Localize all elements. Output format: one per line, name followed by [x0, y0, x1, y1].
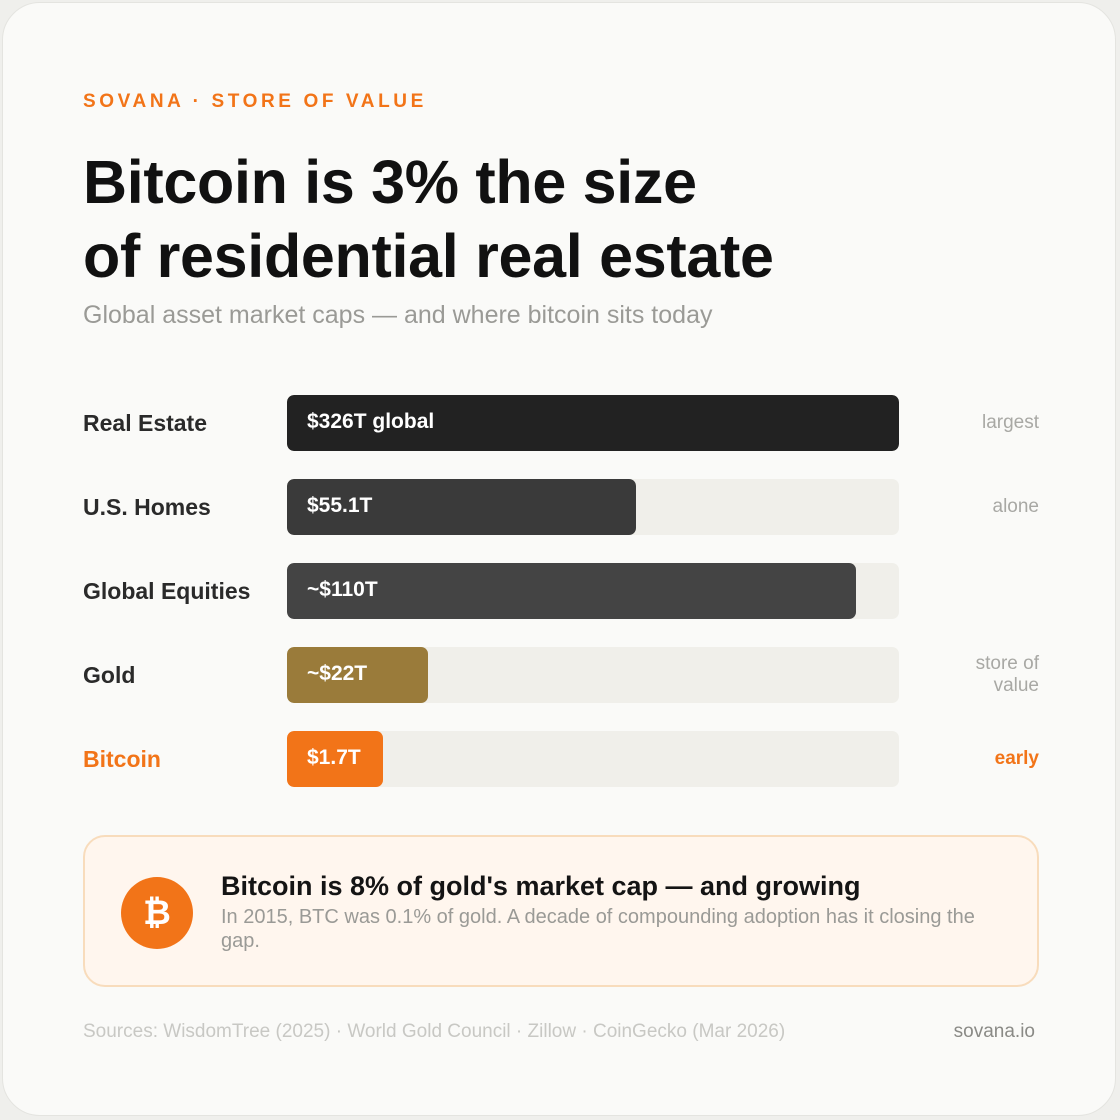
bar-row: Gold ~$22T store of value	[83, 647, 1039, 703]
bar-track: ~$110T	[287, 563, 899, 619]
category-label: Real Estate	[83, 410, 208, 436]
bar-row: U.S. Homes $55.1T alone	[83, 479, 1039, 535]
category-label: Gold	[83, 662, 136, 688]
category-label: Bitcoin	[83, 746, 161, 772]
bitcoin-icon: ₿	[121, 877, 193, 949]
category-label: U.S. Homes	[83, 494, 211, 520]
bar: ~$22T	[287, 647, 428, 703]
market-cap-bar-chart: Real Estate $326T global largest U.S. Homes…	[83, 395, 1039, 815]
callout-body: In 2015, BTC was 0.1% of gold. A decade …	[221, 906, 975, 952]
bar-value-label: $326T global	[307, 410, 435, 433]
bar-row: Bitcoin $1.7T early	[83, 731, 1039, 787]
sources-text: Sources: WisdomTree (2025) · World Gold …	[83, 1021, 786, 1042]
bar-track: $326T global	[287, 395, 899, 451]
bar-track: $1.7T	[287, 731, 899, 787]
callout-box: ₿ Bitcoin is 8% of gold's market cap — a…	[83, 835, 1039, 987]
bar: ~$110T	[287, 563, 856, 619]
bar-row: Real Estate $326T global largest	[83, 395, 1039, 451]
callout-headline: Bitcoin is 8% of gold's market cap — and…	[221, 871, 861, 901]
title-line-2: of residential real estate	[83, 222, 774, 290]
bar: $55.1T	[287, 479, 636, 535]
row-note: alone	[992, 496, 1040, 517]
bar-value-label: ~$22T	[307, 662, 368, 685]
bar-value-label: $1.7T	[307, 746, 361, 769]
bar: $1.7T	[287, 731, 383, 787]
bar-value-label: ~$110T	[307, 578, 378, 601]
bar: $326T global	[287, 395, 899, 451]
row-note: largest	[981, 412, 1039, 433]
row-note	[929, 563, 1039, 619]
bar-track: $55.1T	[287, 479, 899, 535]
category-label: Global Equities	[83, 578, 251, 604]
row-note: early	[994, 748, 1039, 769]
row-note: store of value	[975, 653, 1039, 696]
eyebrow-label: SOVANA · STORE OF VALUE	[83, 91, 427, 112]
page-title: Bitcoin is 3% the size of residential re…	[83, 145, 774, 293]
title-line-1: Bitcoin is 3% the size	[83, 148, 697, 216]
subtitle: Global asset market caps — and where bit…	[83, 301, 713, 329]
site-link[interactable]: sovana.io	[953, 1021, 1035, 1042]
bar-row: Global Equities ~$110T	[83, 563, 1039, 619]
bar-track: ~$22T	[287, 647, 899, 703]
bar-value-label: $55.1T	[307, 494, 373, 517]
